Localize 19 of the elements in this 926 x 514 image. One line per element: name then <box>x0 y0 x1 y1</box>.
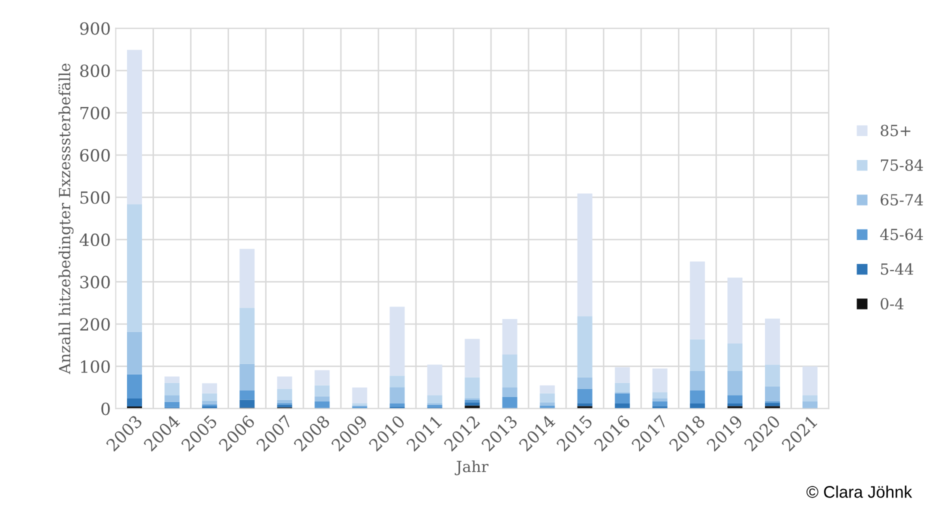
y-tick-label: 300 <box>80 276 110 288</box>
y-tick-label: 200 <box>80 318 110 331</box>
y-tick-label: 700 <box>80 106 110 120</box>
legend-label: 0-4 <box>880 298 904 310</box>
legend-label: 5-44 <box>880 263 914 275</box>
y-tick-label: 500 <box>80 191 110 204</box>
text: © Clara Jöhnk <box>806 486 912 498</box>
y-tick-label: 400 <box>80 234 110 246</box>
y-tick-label: 900 <box>80 22 110 35</box>
y-tick-label: 800 <box>80 64 110 78</box>
legend-label: 85+ <box>880 124 910 136</box>
y-tick-label: 100 <box>81 360 110 373</box>
legend-label: 65-74 <box>880 194 923 206</box>
legend-label: 45-64 <box>880 228 923 240</box>
y-tick-label: 0 <box>101 402 110 416</box>
x-axis-title: Jahr <box>454 460 488 476</box>
y-axis-title: Anzahl hitzebedingter Exzesssterbefälle <box>58 64 74 374</box>
y-tick-label: 600 <box>80 149 110 162</box>
legend-label: 75-84 <box>880 159 923 171</box>
